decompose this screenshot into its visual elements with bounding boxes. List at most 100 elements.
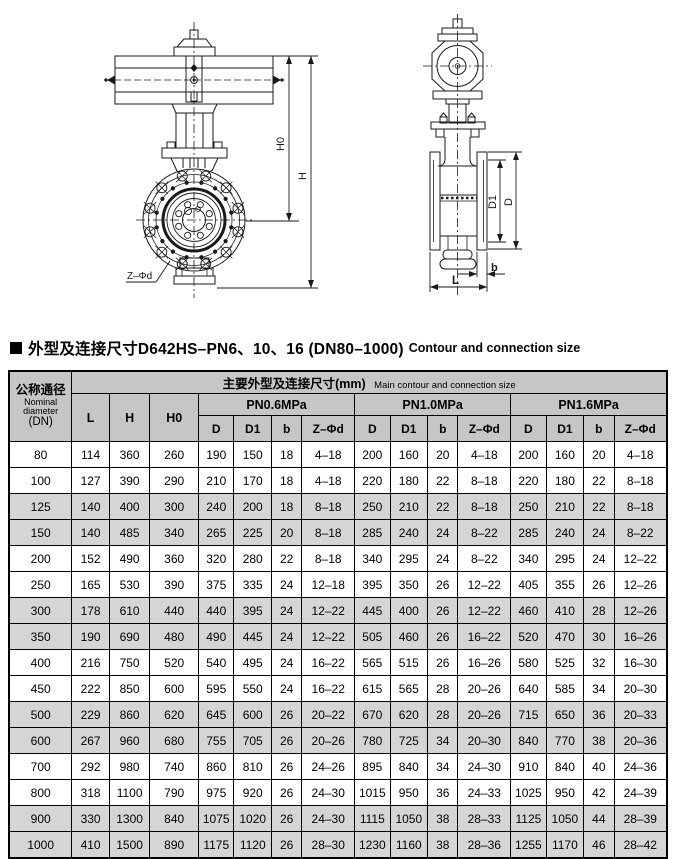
dimension-cell: 300: [149, 493, 199, 520]
dimension-cell: 26: [270, 701, 303, 728]
dimension-cell: 960: [108, 727, 151, 754]
dimension-cell: 30: [583, 623, 615, 650]
dimension-cell: 4–18: [613, 441, 668, 468]
dimension-cell: 4–18: [301, 467, 356, 494]
dimension-cell: 12–22: [301, 623, 356, 650]
dimension-cell: 12–26: [613, 571, 668, 598]
dn-cell: 350: [8, 623, 73, 650]
table-row: 500 229 860 620 645 600 26 20–22 670 620 28 20–26 71…: [8, 701, 668, 728]
col-header-main: 主要外型及连接尺寸(mm) Main contour and connectio…: [71, 370, 668, 394]
dimension-cell: 24–26: [301, 753, 356, 780]
main-header-cn: 主要外型及连接尺寸(mm): [222, 376, 366, 391]
dimension-cell: 20–26: [457, 675, 512, 702]
dimension-cell: 20: [583, 441, 615, 468]
dimension-cell: 140: [71, 519, 110, 546]
col-header-d1: D1: [233, 415, 272, 442]
dimension-cell: 4–18: [301, 441, 356, 468]
dimension-cell: 220: [354, 467, 391, 494]
dim-label-l: L: [452, 275, 459, 287]
dimension-cell: 980: [108, 753, 151, 780]
dimension-cell: 340: [149, 519, 199, 546]
dimension-cell: 285: [510, 519, 547, 546]
corner-label-en: Nominal diameter: [23, 396, 59, 417]
dimension-cell: 8–18: [457, 493, 512, 520]
dn-cell: 700: [8, 753, 73, 780]
dimension-cell: 1125: [510, 805, 547, 832]
dimension-cell: 705: [233, 727, 272, 754]
dimension-cell: 26: [270, 779, 303, 806]
dimension-cell: 540: [197, 649, 235, 676]
dim-label-h: H: [297, 172, 309, 180]
dimension-cell: 26: [427, 597, 459, 624]
dimension-cell: 340: [354, 545, 391, 572]
dimension-cell: 16–22: [301, 649, 356, 676]
side-view-drawing: D1 D b L: [423, 14, 522, 298]
dimension-cell: 20–26: [301, 727, 356, 754]
col-header-d: D: [354, 415, 391, 442]
dimension-cell: 20: [427, 441, 459, 468]
dimension-cell: 840: [545, 753, 585, 780]
dimension-cell: 1230: [354, 831, 391, 859]
dimension-cell: 28–33: [457, 805, 512, 832]
dimension-cell: 8–22: [457, 519, 512, 546]
dimension-cell: 24–30: [457, 753, 512, 780]
dimension-cell: 34: [583, 675, 615, 702]
dimension-cell: 260: [149, 441, 199, 468]
section-title: 外型及连接尺寸D642HS–PN6、10、16 (DN80–1000) Cont…: [10, 337, 580, 359]
dimension-cell: 400: [108, 493, 151, 520]
dimension-cell: 12–26: [613, 597, 668, 624]
dimension-cell: 180: [545, 467, 585, 494]
dimension-cell: 28–30: [301, 831, 356, 859]
dimension-cell: 18: [270, 467, 303, 494]
dimension-cell: 770: [545, 727, 585, 754]
col-header-d1: D1: [389, 415, 429, 442]
dimension-cell: 16–26: [613, 623, 668, 650]
dimension-cell: 405: [510, 571, 547, 598]
dimension-cell: 8–18: [613, 467, 668, 494]
dim-label-d: D: [503, 198, 515, 206]
dimension-cell: 40: [583, 753, 615, 780]
dimension-cell: 160: [389, 441, 429, 468]
dimension-cell: 18: [270, 493, 303, 520]
dimension-cell: 46: [583, 831, 615, 859]
dimension-cell: 8–18: [457, 467, 512, 494]
dimension-cell: 22: [583, 467, 615, 494]
dimension-cell: 595: [197, 675, 235, 702]
dimension-cell: 28: [427, 701, 459, 728]
dimension-cell: 290: [149, 467, 199, 494]
dimension-cell: 24: [583, 519, 615, 546]
table-row: 350 190 690 480 490 445 24 12–22 505 460 26 16–22 52…: [8, 623, 668, 650]
col-header-pn06: PN0.6MPa: [197, 393, 356, 416]
dimension-cell: 485: [108, 519, 151, 546]
dimension-cell: 24: [270, 571, 303, 598]
table-row: 125 140 400 300 240 200 18 8–18 250 210 22 8–18 250 2…: [8, 493, 668, 520]
dimension-cell: 840: [149, 805, 199, 832]
dimension-cell: 725: [389, 727, 429, 754]
dimension-cell: 16–30: [613, 649, 668, 676]
dimension-cell: 292: [71, 753, 110, 780]
dimension-cell: 180: [389, 467, 429, 494]
dimension-cell: 410: [71, 831, 110, 859]
dimension-cell: 690: [108, 623, 151, 650]
dimension-cell: 330: [71, 805, 110, 832]
dimension-cell: 390: [149, 571, 199, 598]
dimension-cell: 318: [71, 779, 110, 806]
col-header-zd: Z–Φd: [301, 415, 356, 442]
dimension-cell: 650: [545, 701, 585, 728]
dimension-cell: 216: [71, 649, 110, 676]
dimension-cell: 610: [108, 597, 151, 624]
dimension-cell: 360: [108, 441, 151, 468]
table-row: 1000 410 1500 890 1175 1120 26 28–30 1230 1160 38 2…: [8, 831, 668, 859]
dimension-cell: 165: [71, 571, 110, 598]
dimension-cell: 240: [389, 519, 429, 546]
dn-cell: 400: [8, 649, 73, 676]
dn-cell: 150: [8, 519, 73, 546]
col-header-zd: Z–Φd: [613, 415, 668, 442]
valve-drawing: H0 H Z–Φd: [104, 14, 522, 298]
main-header-en: Main contour and connection size: [374, 379, 516, 391]
dimension-cell: 840: [389, 753, 429, 780]
dn-cell: 300: [8, 597, 73, 624]
dimension-table: 公称通径 Nominal diameter (DN) 主要外型及连接尺寸(mm)…: [8, 370, 668, 859]
dimension-cell: 16–26: [457, 649, 512, 676]
dimension-cell: 20–36: [613, 727, 668, 754]
